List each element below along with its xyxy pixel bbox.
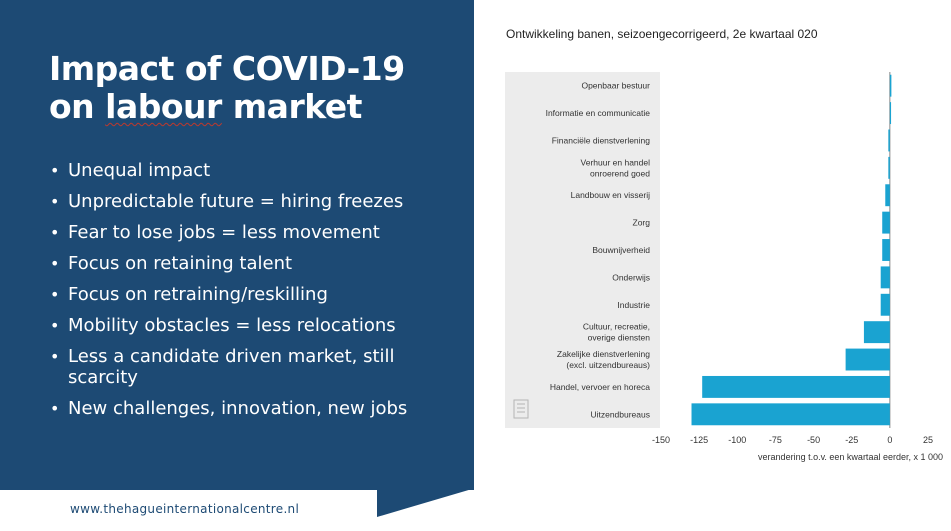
bar [888,129,890,152]
x-tick-label: 0 [887,435,892,445]
slide-title: Impact of COVID-19 on labour market [49,50,449,126]
category-label: Handel, vervoer en horeca [550,382,650,392]
bullet-item: Fear to lose jobs = less movement [48,222,458,243]
x-tick-label: -50 [807,435,820,445]
bullet-item: Unequal impact [48,160,458,181]
footer-url[interactable]: www.thehagueinternationalcentre.nl [70,502,300,516]
slide-title-line2: on labour market [49,88,449,126]
category-label: Landbouw en visserij [571,190,650,200]
bar [880,293,890,316]
bullet-item: Less a candidate driven market, still sc… [48,346,458,388]
chart-title: Ontwikkeling banen, seizoengecorrigeerd,… [506,27,818,41]
title-word-market: market [221,87,363,126]
chart-document-icon [513,399,529,419]
bar [880,266,890,289]
panel-speech-tail [377,489,472,517]
category-label: Cultuur, recreatie, overige diensten [583,322,650,343]
bar [889,102,892,125]
x-axis-label: verandering t.o.v. een kwartaal eerder, … [758,452,943,462]
category-label: Zorg [633,218,651,228]
bar [882,239,890,261]
bar [888,156,890,179]
x-tick-label: -150 [652,435,670,445]
category-label-band [505,72,660,428]
category-label: Uitzendbureaus [590,409,650,419]
bullet-item: Focus on retraining/reskilling [48,284,458,305]
x-tick-label: -25 [845,435,858,445]
bullet-item: New challenges, innovation, new jobs [48,398,458,419]
category-label: Financiële dienstverlening [552,135,651,145]
bar [845,348,890,371]
category-label: Onderwijs [612,272,650,282]
x-tick-label: -125 [690,435,708,445]
bar [882,211,890,234]
category-label: Zakelijke dienstverlening (excl. uitzendb… [557,349,650,370]
title-word-labour: labour [105,87,222,126]
category-label: Verhuur en handel onroerend goed [581,157,651,178]
category-label: Industrie [617,300,650,310]
slide-title-line1: Impact of COVID-19 [49,49,405,88]
bullet-item: Unpredictable future = hiring freezes [48,191,458,212]
category-label: Bouwnijverheid [592,245,650,255]
x-tick-label: -100 [728,435,746,445]
bar [863,321,890,344]
bar [889,74,892,97]
bullet-item: Mobility obstacles = less relocations [48,315,458,336]
bullet-item: Focus on retaining talent [48,253,458,274]
x-tick-label: -75 [769,435,782,445]
x-tick-label: 25 [923,435,933,445]
title-word-on: on [49,87,106,126]
bar [691,403,890,426]
category-label: Informatie en communicatie [546,108,651,118]
category-label: Openbaar bestuur [581,81,650,91]
bullet-list: Unequal impact Unpredictable future = hi… [48,160,458,429]
bar [702,375,890,398]
bar [885,184,890,207]
